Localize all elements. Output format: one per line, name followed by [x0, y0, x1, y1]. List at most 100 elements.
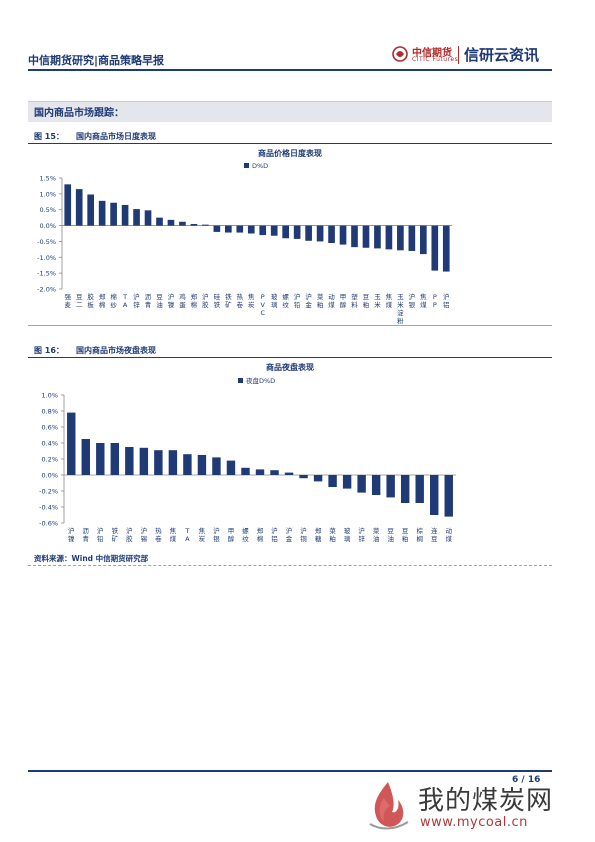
bar [64, 184, 72, 226]
x-tick-label: 菜油 [373, 526, 380, 543]
x-tick-label: 豆粕 [402, 527, 409, 543]
x-tick-label: 郑糖 [315, 527, 322, 543]
x-tick-label: 热卷 [155, 526, 162, 543]
figure-15-number: 图 15： [34, 132, 64, 141]
bar [224, 225, 232, 233]
x-tick-label: 铁矿 [112, 526, 119, 543]
x-tick-label: 螺纹 [282, 292, 289, 309]
bar [259, 225, 267, 236]
watermark-url: www.mycoal.cn [420, 815, 528, 830]
bar [400, 475, 410, 503]
bar [328, 475, 337, 487]
bar [351, 225, 358, 248]
logo-separator [458, 46, 459, 64]
x-tick-label: 沪铅 [97, 526, 104, 543]
x-tick-label: 塑料 [351, 292, 358, 309]
x-tick-label: 铁矿 [225, 292, 232, 309]
y-tick-label: -1.5% [37, 270, 56, 278]
x-tick-label: 鸡蛋 [179, 292, 186, 309]
y-tick-label: -2.0% [37, 286, 56, 294]
x-tick-label: 硅铁 [214, 292, 221, 309]
x-tick-label: 焦煤 [170, 526, 177, 543]
y-tick-label: -1.0% [37, 254, 56, 262]
y-tick-label: -0.6% [39, 520, 58, 528]
bar [386, 475, 395, 498]
figure-16-title: 国内商品市场夜盘表现 [76, 346, 156, 355]
bar [202, 224, 209, 226]
bar [270, 225, 278, 236]
source-rule [28, 565, 552, 566]
x-tick-label: 沥青 [83, 526, 90, 543]
logo-brand: 信研云资讯 [464, 46, 540, 64]
x-tick-label: 沪银 [409, 292, 416, 309]
bar [419, 225, 427, 255]
figure-16-number: 图 16： [34, 346, 64, 355]
citic-logo-icon [392, 46, 408, 62]
bar [121, 204, 129, 226]
x-tick-label: 豆油 [156, 293, 163, 309]
header-logo: 中信期货 CITIC Futures 信研云资讯 [392, 44, 552, 72]
bar [313, 475, 323, 482]
data-source-note: 资料来源：Wind 中信期货研究部 [34, 554, 149, 563]
x-tick-label: 沪铝 [271, 526, 278, 543]
bar [144, 210, 152, 226]
x-tick-label: 螺纹 [242, 526, 249, 543]
x-tick-label: 连豆 [431, 526, 438, 543]
y-tick-label: 1.5% [39, 175, 56, 183]
bar [110, 443, 120, 475]
bar [374, 225, 381, 249]
bar [247, 225, 255, 234]
x-tick-label: 玻璃 [271, 292, 278, 309]
x-tick-label: 沪金 [286, 526, 293, 543]
x-tick-label: 沪锌 [358, 526, 365, 543]
bar [226, 460, 236, 475]
section-title: 国内商品市场跟踪： [34, 108, 124, 119]
y-tick-label: 1.0% [39, 190, 56, 198]
bar [408, 225, 416, 251]
x-tick-label: 沪铅 [294, 292, 301, 309]
x-tick-label: 豆油 [387, 527, 394, 543]
legend-swatch [238, 378, 243, 383]
bar [179, 221, 186, 226]
x-tick-label: 沪锌 [133, 292, 140, 309]
x-tick-label: 郑棉 [191, 293, 198, 309]
legend-label: 夜盘D%D [246, 376, 275, 385]
y-tick-label: 0.4% [41, 440, 58, 448]
y-tick-label: 0.2% [41, 456, 58, 464]
bar [444, 475, 453, 517]
y-tick-label: 0.0% [41, 472, 58, 480]
bar [125, 447, 134, 475]
x-tick-label: 沥青 [145, 292, 152, 309]
x-tick-label: 玻璃 [344, 526, 351, 543]
x-tick-label: 沪镍 [168, 292, 175, 309]
legend-swatch [244, 163, 249, 168]
bar [241, 467, 250, 475]
bar [156, 217, 163, 226]
x-tick-label: 动煤 [445, 527, 452, 543]
chart-title: 商品夜盘表现 [266, 362, 314, 372]
x-tick-label: 沪铜 [300, 526, 307, 543]
bar [328, 225, 335, 244]
bar [415, 475, 424, 503]
bar [385, 225, 393, 250]
bar [212, 457, 221, 475]
x-tick-label: 菜粕 [317, 292, 324, 309]
y-tick-label: 1.0% [41, 392, 58, 400]
bar [98, 200, 106, 226]
x-tick-label: 棕榈 [416, 526, 423, 543]
bar [442, 225, 450, 272]
x-tick-label: 棉纱 [110, 292, 117, 309]
y-tick-label: -0.4% [39, 504, 58, 512]
bar [167, 219, 175, 226]
x-tick-label: 郑棉 [99, 293, 106, 309]
daily-performance-chart: 商品价格日度表现 D%D 1.5% 1.0% 0.5% 0.0% -0.5% -1.0% -1.… [37, 148, 452, 325]
x-tick-label: 郑棉 [257, 527, 264, 543]
bar [87, 194, 95, 226]
legend-label: D%D [252, 162, 268, 170]
bar [133, 209, 140, 226]
